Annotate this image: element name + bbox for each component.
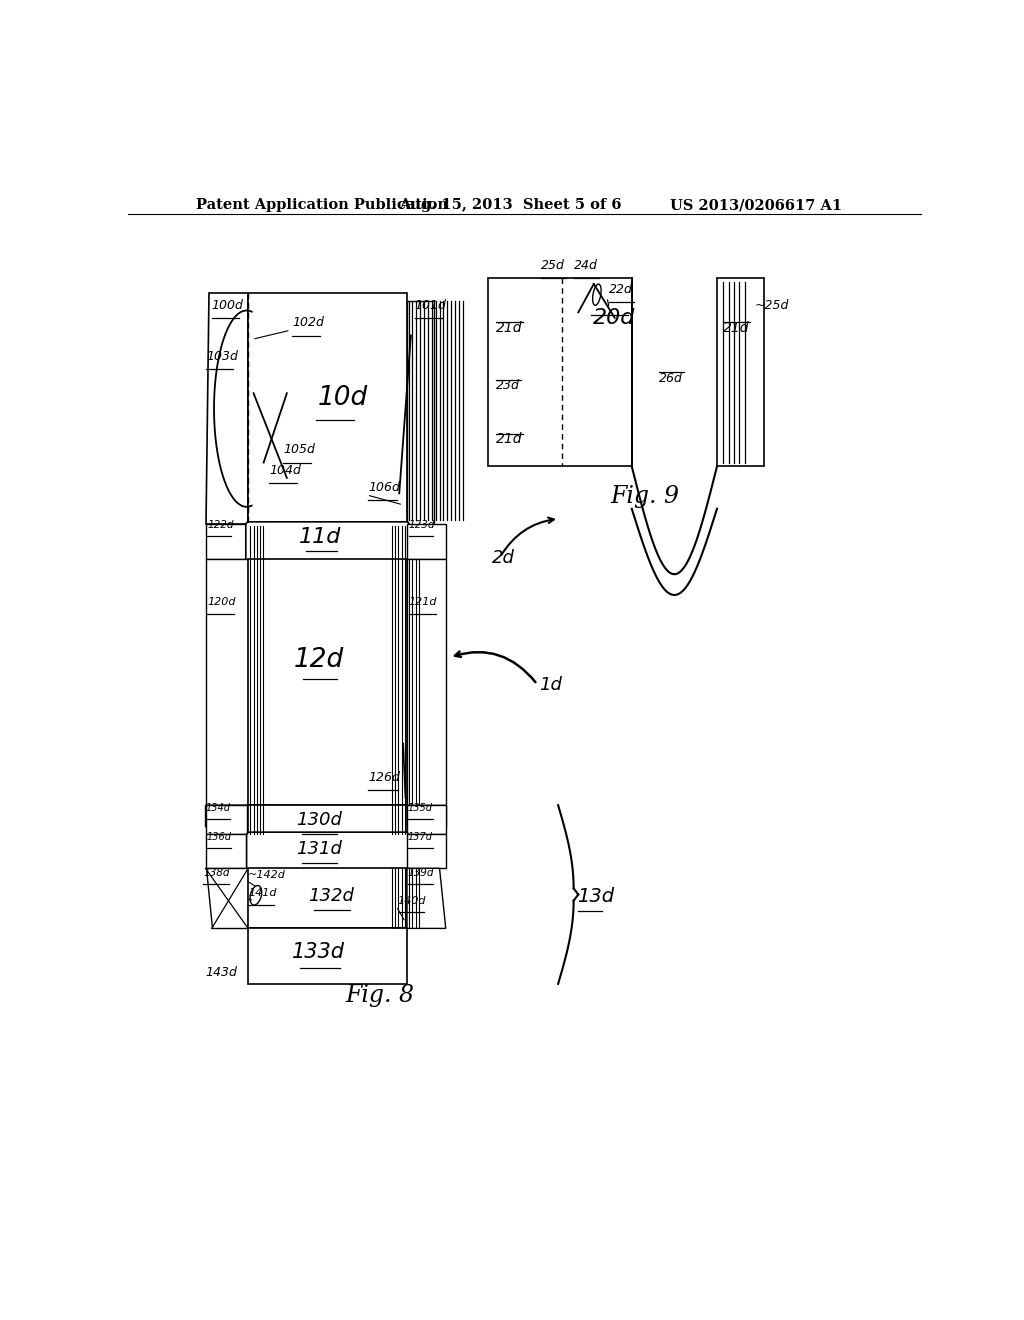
Bar [248, 928, 407, 983]
Polygon shape [206, 558, 248, 805]
Text: 26d: 26d [658, 372, 683, 384]
Ellipse shape [250, 886, 262, 906]
Text: 25d: 25d [541, 259, 565, 272]
Polygon shape [407, 869, 445, 928]
Polygon shape [407, 805, 445, 834]
Bar [248, 293, 407, 524]
Polygon shape [206, 293, 248, 524]
Text: 24d: 24d [573, 259, 597, 272]
Text: 104d: 104d [269, 465, 301, 477]
Text: 135d: 135d [408, 804, 433, 813]
Text: Patent Application Publication: Patent Application Publication [197, 198, 449, 213]
Text: US 2013/0206617 A1: US 2013/0206617 A1 [671, 198, 843, 213]
Text: 126d: 126d [369, 771, 400, 784]
Text: 130d: 130d [296, 812, 342, 829]
Text: 138d: 138d [203, 869, 229, 878]
Polygon shape [206, 869, 248, 928]
Text: 122d: 122d [207, 520, 233, 531]
Bar [488, 277, 632, 466]
Polygon shape [407, 834, 445, 869]
Text: 10d: 10d [317, 385, 368, 411]
Text: Fig. 8: Fig. 8 [345, 983, 414, 1007]
Text: 13d: 13d [578, 887, 614, 907]
Polygon shape [206, 805, 265, 826]
Text: 132d: 132d [308, 887, 354, 904]
Bar [407, 301, 434, 532]
Text: 139d: 139d [408, 869, 434, 878]
Text: Aug. 15, 2013  Sheet 5 of 6: Aug. 15, 2013 Sheet 5 of 6 [399, 198, 622, 213]
Text: 134d: 134d [206, 804, 230, 813]
Text: 123d: 123d [409, 520, 435, 531]
Polygon shape [206, 805, 247, 834]
Text: 23d: 23d [496, 379, 520, 392]
Text: ~142d: ~142d [248, 870, 286, 880]
FancyBboxPatch shape [247, 832, 409, 871]
Text: 143d: 143d [206, 966, 238, 979]
Text: 120d: 120d [207, 597, 236, 607]
Text: ~25d: ~25d [755, 298, 788, 312]
Text: Fig. 9: Fig. 9 [610, 486, 679, 508]
Text: 1d: 1d [539, 676, 561, 694]
Text: 105d: 105d [283, 444, 314, 457]
Bar [407, 524, 445, 558]
Text: 103d: 103d [206, 350, 239, 363]
Text: 140d: 140d [397, 896, 426, 906]
Text: 133d: 133d [292, 941, 345, 962]
Polygon shape [390, 805, 445, 826]
Text: 137d: 137d [408, 832, 433, 842]
Bar [206, 524, 248, 558]
Text: 106d: 106d [369, 480, 400, 494]
Text: 102d: 102d [292, 317, 325, 329]
FancyBboxPatch shape [246, 521, 410, 561]
Ellipse shape [593, 284, 601, 305]
Text: 22d: 22d [608, 284, 633, 296]
Bar [248, 869, 407, 928]
Text: 11d: 11d [299, 527, 341, 546]
Text: 136d: 136d [206, 832, 231, 842]
Text: 100d: 100d [212, 298, 244, 312]
Polygon shape [407, 558, 445, 805]
Text: 21d: 21d [496, 321, 522, 335]
Bar [248, 558, 407, 805]
Text: 21d: 21d [723, 321, 750, 335]
Text: 12d: 12d [294, 647, 344, 673]
Text: 131d: 131d [296, 840, 342, 858]
Text: 101d: 101d [415, 298, 446, 312]
Text: 141d: 141d [248, 888, 276, 898]
Text: 2d: 2d [493, 549, 515, 566]
Bar [717, 277, 764, 466]
Bar [248, 805, 407, 834]
Polygon shape [206, 834, 248, 869]
Text: 20d: 20d [593, 308, 635, 327]
Text: 21d: 21d [496, 433, 522, 446]
Text: 121d: 121d [409, 597, 437, 607]
